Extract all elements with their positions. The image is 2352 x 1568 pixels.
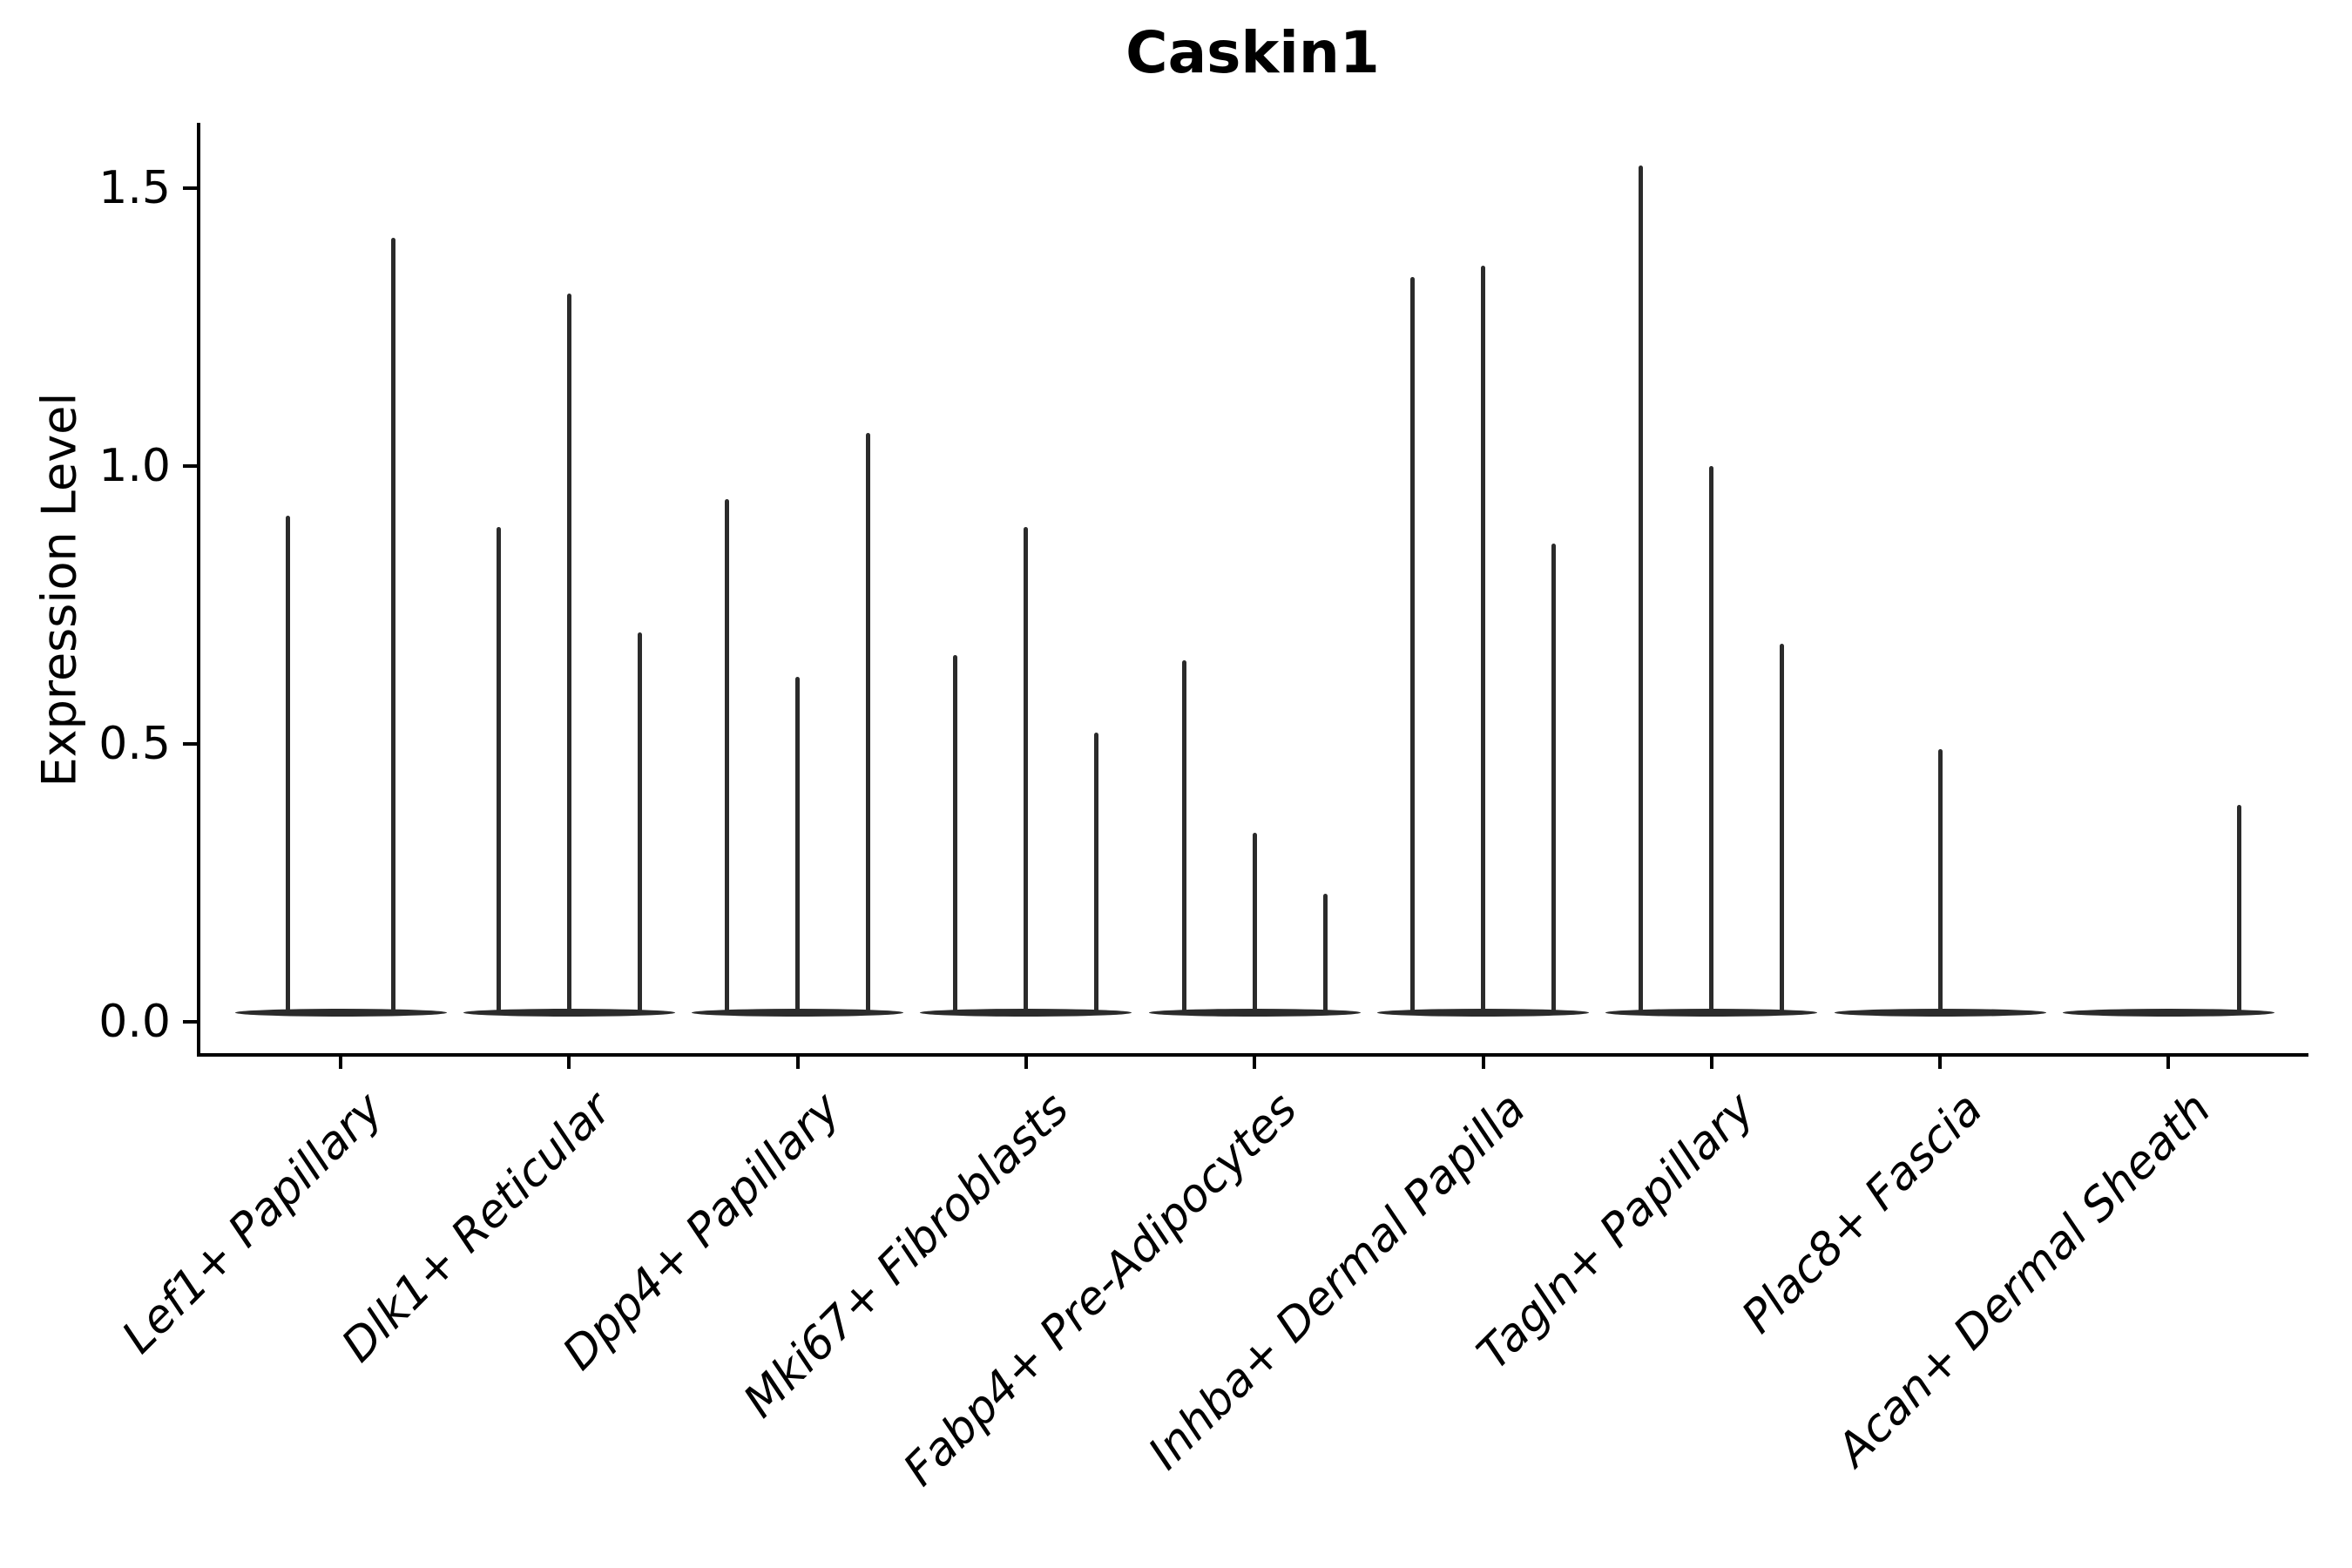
- violin-spike: [1094, 733, 1099, 1014]
- violin-spike: [1322, 894, 1328, 1014]
- violin-spike: [1639, 166, 1644, 1014]
- x-tick-label: Inhba+ Dermal Papilla: [1139, 1083, 1536, 1480]
- violin-spike: [1709, 466, 1714, 1014]
- violin-spike: [637, 632, 642, 1014]
- y-tick-label: 1.0: [98, 440, 171, 492]
- violin-spike: [725, 499, 730, 1014]
- x-axis-tick: [1024, 1057, 1028, 1069]
- x-axis-tick: [567, 1057, 571, 1069]
- violin-spike: [1410, 277, 1415, 1014]
- violin-spike: [1551, 544, 1556, 1014]
- y-axis-tick: [183, 186, 197, 190]
- y-axis-tick: [183, 1020, 197, 1024]
- violin-body: [2062, 1008, 2274, 1017]
- plot-area: [197, 123, 2308, 1057]
- x-axis-tick: [1938, 1057, 1943, 1069]
- violin-spike: [1252, 833, 1257, 1014]
- x-axis-tick: [795, 1057, 800, 1069]
- violin-spike: [795, 677, 801, 1014]
- y-tick-label: 0.5: [98, 718, 171, 770]
- y-axis-tick: [183, 742, 197, 746]
- x-tick-label: Acan+ Dermal Sheath: [1827, 1083, 2221, 1477]
- violin-spike: [2236, 805, 2241, 1014]
- violin-body: [234, 1008, 447, 1017]
- violin-spike: [1780, 644, 1785, 1014]
- x-axis-tick: [339, 1057, 342, 1069]
- y-tick-label: 0.0: [98, 996, 171, 1048]
- x-axis-tick: [1253, 1057, 1257, 1069]
- violin-spike: [496, 527, 501, 1014]
- violin-spike: [285, 516, 290, 1014]
- x-tick-label: Plac8+ Fascia: [1732, 1083, 1993, 1344]
- violin-spike: [1181, 660, 1186, 1014]
- y-tick-label: 1.5: [98, 162, 171, 214]
- violin-spike: [1481, 266, 1485, 1014]
- chart-title: Caskin1: [1125, 19, 1380, 86]
- violin-spike: [566, 294, 571, 1014]
- violin-spike: [953, 654, 958, 1014]
- x-axis-tick: [2166, 1057, 2171, 1069]
- x-tick-label: Fabp4+ Pre-Adipocytes: [894, 1083, 1308, 1497]
- violin-spike: [1024, 527, 1029, 1014]
- violin-spike: [391, 238, 396, 1014]
- x-axis-tick: [1709, 1057, 1713, 1069]
- violin-spike: [866, 432, 871, 1014]
- y-axis-tick: [183, 464, 197, 468]
- violin-spike: [1937, 749, 1943, 1014]
- x-axis-tick: [1481, 1057, 1485, 1069]
